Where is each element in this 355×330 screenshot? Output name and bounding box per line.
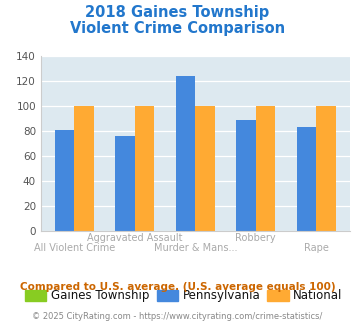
Text: 2018 Gaines Township: 2018 Gaines Township (85, 5, 270, 20)
Bar (115, 136, 135, 231)
Text: All Violent Crime: All Violent Crime (33, 243, 115, 253)
Bar (176, 76, 195, 231)
Legend: Gaines Township, Pennsylvania, National: Gaines Township, Pennsylvania, National (25, 289, 343, 302)
Bar (74, 106, 93, 231)
Text: Robbery: Robbery (235, 233, 276, 243)
Text: Compared to U.S. average. (U.S. average equals 100): Compared to U.S. average. (U.S. average … (20, 282, 335, 292)
Bar (316, 106, 336, 231)
Text: Murder & Mans...: Murder & Mans... (153, 243, 237, 253)
Text: Rape: Rape (304, 243, 329, 253)
Bar (297, 127, 316, 231)
Text: Violent Crime Comparison: Violent Crime Comparison (70, 21, 285, 36)
Bar (55, 130, 74, 231)
Bar (236, 120, 256, 231)
Text: Aggravated Assault: Aggravated Assault (87, 233, 182, 243)
Bar (135, 106, 154, 231)
Bar (195, 106, 215, 231)
Text: © 2025 CityRating.com - https://www.cityrating.com/crime-statistics/: © 2025 CityRating.com - https://www.city… (32, 312, 323, 321)
Bar (256, 106, 275, 231)
